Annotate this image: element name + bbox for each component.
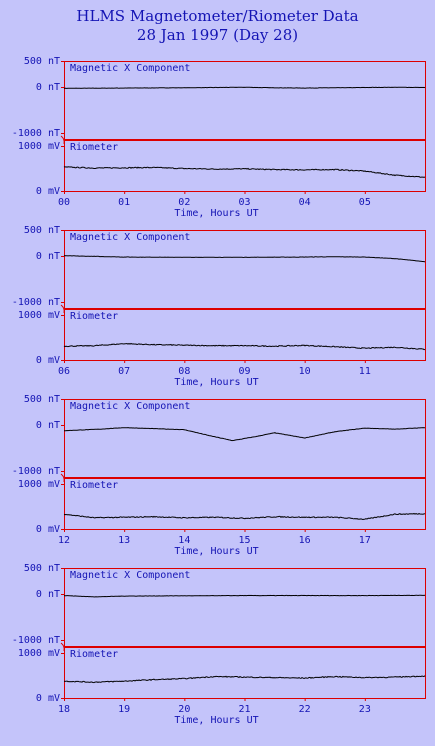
magnetic-x-trace: [63, 86, 426, 89]
x-tick-label: 07: [118, 366, 130, 377]
x-axis-label: Time, Hours UT: [174, 546, 258, 557]
y-tick-label: 0 nT: [36, 251, 60, 262]
y-tick-label: 1000 mV: [18, 648, 60, 659]
x-tick-label: 09: [238, 366, 250, 377]
x-tick-label: 08: [178, 366, 190, 377]
panel-frame: [64, 140, 426, 192]
chart-title-block: HLMS Magnetometer/Riometer Data 28 Jan 1…: [0, 7, 435, 45]
y-tick-label: -1000 nT: [12, 466, 60, 477]
y-tick-label: -1000 nT: [12, 297, 60, 308]
x-tick-label: 03: [238, 197, 250, 208]
x-tick-label: 02: [178, 197, 190, 208]
y-tick-label: 0 mV: [36, 355, 60, 366]
panel-label: Riometer: [70, 142, 118, 153]
x-tick-label: 20: [178, 704, 190, 715]
panel-frame: [64, 309, 426, 361]
panel-frame: [64, 61, 426, 140]
y-tick-label: -1000 nT: [12, 635, 60, 646]
magnetic-x-trace: [63, 255, 426, 263]
x-tick-label: 17: [359, 535, 371, 546]
magnetic-x-trace: [64, 427, 426, 442]
panel-label: Magnetic X Component: [70, 232, 190, 243]
chart-title: HLMS Magnetometer/Riometer Data: [76, 7, 359, 25]
x-axis-label: Time, Hours UT: [174, 208, 258, 219]
y-tick-label: 500 nT: [24, 56, 60, 67]
x-tick-label: 23: [359, 704, 371, 715]
y-tick-label: 1000 mV: [18, 479, 60, 490]
x-tick-label: 21: [238, 704, 250, 715]
x-tick-label: 14: [178, 535, 190, 546]
x-tick-label: 05: [359, 197, 371, 208]
magnetic-x-trace: [63, 594, 426, 598]
y-tick-label: 0 mV: [36, 693, 60, 704]
x-tick-label: 01: [118, 197, 130, 208]
chart-subtitle: 28 Jan 1997 (Day 28): [136, 26, 299, 44]
x-tick-label: 13: [118, 535, 130, 546]
panel-label: Riometer: [70, 480, 118, 491]
x-tick-label: 06: [58, 366, 70, 377]
x-tick-label: 12: [58, 535, 70, 546]
y-tick-label: 0 nT: [36, 589, 60, 600]
x-axis-label: Time, Hours UT: [174, 377, 258, 388]
axis-break-mark: [60, 473, 65, 483]
x-tick-label: 11: [359, 366, 371, 377]
panel-frame: [64, 230, 426, 309]
riometer-trace: [63, 675, 426, 684]
panel-label: Riometer: [70, 649, 118, 660]
x-tick-label: 19: [118, 704, 130, 715]
axis-break-mark: [60, 304, 65, 314]
panel-frame: [64, 568, 426, 647]
y-tick-label: 1000 mV: [18, 141, 60, 152]
x-tick-label: 18: [58, 704, 70, 715]
panel-label: Magnetic X Component: [70, 570, 190, 581]
x-tick-label: 16: [299, 535, 311, 546]
y-tick-label: -1000 nT: [12, 128, 60, 139]
x-tick-label: 22: [299, 704, 311, 715]
riometer-trace: [63, 166, 426, 178]
axis-break-mark: [60, 135, 65, 145]
x-axis-label: Time, Hours UT: [174, 715, 258, 726]
panel-frame: [64, 399, 426, 478]
panel-label: Magnetic X Component: [70, 63, 190, 74]
y-tick-label: 500 nT: [24, 225, 60, 236]
y-tick-label: 500 nT: [24, 394, 60, 405]
riometer-trace: [63, 342, 426, 351]
axis-break-mark: [60, 642, 65, 652]
panel-frame: [64, 478, 426, 530]
y-tick-label: 500 nT: [24, 563, 60, 574]
x-tick-label: 15: [238, 535, 250, 546]
y-tick-label: 0 nT: [36, 82, 60, 93]
x-tick-label: 04: [299, 197, 311, 208]
panel-frame: [64, 647, 426, 699]
panel-label: Riometer: [70, 311, 118, 322]
y-tick-label: 0 nT: [36, 420, 60, 431]
y-tick-label: 0 mV: [36, 186, 60, 197]
y-tick-label: 0 mV: [36, 524, 60, 535]
y-tick-label: 1000 mV: [18, 310, 60, 321]
x-tick-label: 00: [58, 197, 70, 208]
panel-label: Magnetic X Component: [70, 401, 190, 412]
riometer-trace: [63, 512, 426, 521]
x-tick-label: 10: [299, 366, 311, 377]
